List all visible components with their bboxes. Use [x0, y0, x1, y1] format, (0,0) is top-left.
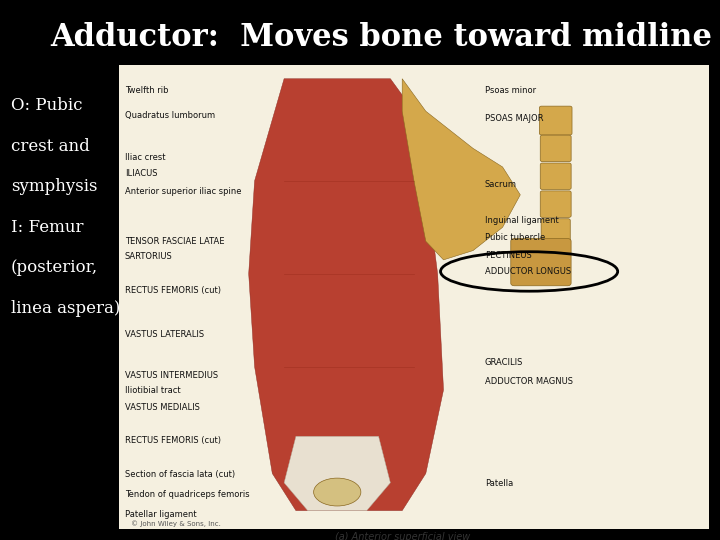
Polygon shape — [402, 79, 521, 260]
Text: ILIACUS: ILIACUS — [125, 170, 157, 178]
Text: (posterior,: (posterior, — [11, 259, 98, 276]
Polygon shape — [284, 436, 390, 511]
FancyBboxPatch shape — [540, 163, 571, 190]
Text: Iliac crest: Iliac crest — [125, 153, 165, 162]
Text: ADDUCTOR LONGUS: ADDUCTOR LONGUS — [485, 267, 571, 276]
FancyBboxPatch shape — [541, 219, 570, 245]
Text: Patella: Patella — [485, 479, 513, 488]
Text: TENSOR FASCIAE LATAE: TENSOR FASCIAE LATAE — [125, 237, 224, 246]
Text: Section of fascia lata (cut): Section of fascia lata (cut) — [125, 470, 235, 479]
Text: Inguinal ligament: Inguinal ligament — [485, 216, 559, 225]
Text: PSOAS MAJOR: PSOAS MAJOR — [485, 114, 544, 123]
FancyBboxPatch shape — [510, 239, 571, 286]
Text: Twelfth rib: Twelfth rib — [125, 86, 168, 95]
Text: VASTUS LATERALIS: VASTUS LATERALIS — [125, 329, 204, 339]
Text: Tendon of quadriceps femoris: Tendon of quadriceps femoris — [125, 490, 249, 499]
Text: linea aspera): linea aspera) — [11, 300, 120, 316]
Text: symphysis: symphysis — [11, 178, 97, 195]
Text: © John Wiley & Sons, Inc.: © John Wiley & Sons, Inc. — [130, 520, 220, 527]
Text: Psoas minor: Psoas minor — [485, 86, 536, 95]
Text: SARTORIUS: SARTORIUS — [125, 252, 173, 261]
Bar — [119, 65, 709, 529]
Text: Patellar ligament: Patellar ligament — [125, 510, 197, 519]
Text: (a) Anterior superficial view: (a) Anterior superficial view — [335, 532, 470, 540]
Text: Quadratus lumborum: Quadratus lumborum — [125, 111, 215, 120]
Text: ADDUCTOR MAGNUS: ADDUCTOR MAGNUS — [485, 377, 573, 386]
Text: Pubic tubercle: Pubic tubercle — [485, 233, 545, 242]
Text: VASTUS INTERMEDIUS: VASTUS INTERMEDIUS — [125, 372, 218, 381]
Text: RECTUS FEMORIS (cut): RECTUS FEMORIS (cut) — [125, 286, 221, 294]
FancyBboxPatch shape — [540, 135, 571, 161]
Text: Sacrum: Sacrum — [485, 180, 517, 189]
Text: Iliotibial tract: Iliotibial tract — [125, 386, 180, 395]
Polygon shape — [248, 79, 444, 511]
Text: crest and: crest and — [11, 138, 89, 154]
Text: GRACILIS: GRACILIS — [485, 357, 523, 367]
Ellipse shape — [314, 478, 361, 506]
Text: Adductor:  Moves bone toward midline: Adductor: Moves bone toward midline — [50, 22, 713, 52]
Text: PECTINEUS: PECTINEUS — [485, 251, 531, 260]
FancyBboxPatch shape — [539, 106, 572, 135]
FancyBboxPatch shape — [540, 191, 571, 217]
Text: RECTUS FEMORIS (cut): RECTUS FEMORIS (cut) — [125, 436, 221, 446]
Text: O: Pubic: O: Pubic — [11, 97, 82, 114]
Text: Anterior superior iliac spine: Anterior superior iliac spine — [125, 187, 241, 195]
Text: I: Femur: I: Femur — [11, 219, 84, 235]
Text: VASTUS MEDIALIS: VASTUS MEDIALIS — [125, 403, 199, 412]
